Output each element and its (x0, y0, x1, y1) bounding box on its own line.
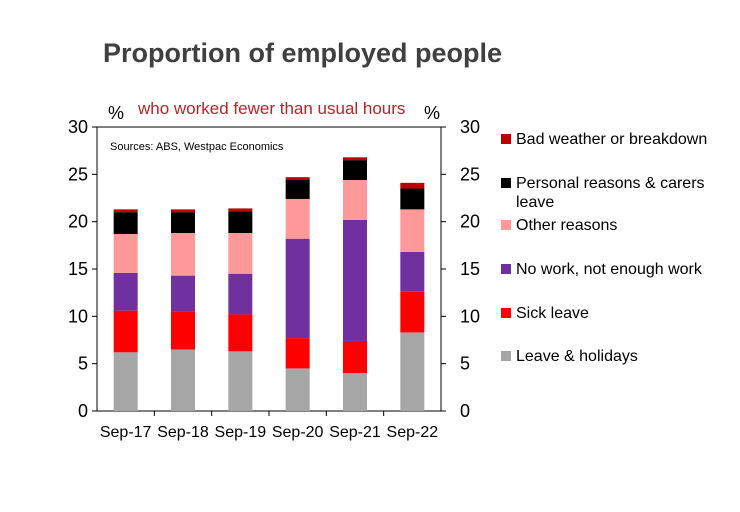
bar-segment-1-5 (171, 209, 195, 213)
bar-segment-4-0 (343, 373, 367, 411)
bar-segment-2-5 (228, 208, 253, 212)
y2-tick-label: 5 (460, 354, 470, 374)
left-axis-unit: % (108, 103, 125, 123)
x-tick-label: Sep-19 (215, 424, 267, 441)
bar-segment-5-5 (400, 182, 425, 189)
x-tick-label: Sep-17 (100, 424, 152, 441)
bar-segment-3-1 (285, 338, 310, 369)
bar-segment-3-5 (285, 177, 310, 181)
x-tick-label: Sep-20 (272, 424, 324, 441)
y-tick-label: 5 (78, 354, 88, 374)
legend-swatch (501, 134, 511, 144)
legend-swatch (501, 220, 511, 230)
y2-tick-label: 15 (460, 259, 480, 279)
bar-segment-0-1 (113, 310, 138, 353)
bar-segment-2-4 (228, 211, 253, 234)
bar-segment-5-0 (400, 332, 425, 411)
bar-segment-4-5 (343, 157, 367, 161)
bar-segment-2-3 (228, 233, 253, 274)
bar-segment-5-4 (400, 188, 425, 210)
bar-segment-4-2 (343, 219, 367, 341)
y-tick-label: 30 (68, 117, 88, 137)
chart-legend: Bad weather or breakdown Personal reasons… (498, 0, 738, 512)
bar-segment-0-2 (113, 272, 138, 311)
bar-segment-1-1 (171, 311, 195, 350)
bar-segment-0-5 (113, 209, 138, 213)
legend-swatch (501, 264, 511, 274)
bar-segment-5-2 (400, 251, 425, 292)
bar-segment-1-4 (171, 212, 195, 234)
bar-segment-5-3 (400, 209, 425, 252)
bar-segment-3-2 (285, 238, 310, 339)
bar-segment-2-2 (228, 273, 253, 315)
bar-segment-1-2 (171, 275, 195, 312)
x-tick-label: Sep-18 (157, 424, 209, 441)
y-tick-label: 25 (68, 164, 88, 184)
legend-swatch (501, 178, 511, 188)
bar-segment-4-4 (343, 160, 367, 181)
y2-tick-label: 30 (460, 117, 480, 137)
bar-segment-5-1 (400, 291, 425, 333)
y-tick-label: 15 (68, 259, 88, 279)
legend-swatch (501, 308, 511, 318)
legend-label: Bad weather or breakdown (516, 131, 708, 148)
bar-segment-2-0 (228, 351, 253, 411)
legend-label: Other reasons (516, 217, 618, 234)
bar-segment-4-3 (343, 180, 367, 220)
bar-segment-0-4 (113, 212, 138, 234)
legend-label: Sick leave (516, 305, 589, 322)
plot-frame (96, 126, 442, 412)
legend-swatch (501, 351, 511, 361)
bar-segment-1-0 (171, 349, 195, 411)
bar-segment-0-0 (113, 352, 138, 411)
y-tick-label: 0 (78, 401, 88, 421)
y2-tick-label: 20 (460, 212, 480, 232)
bar-segment-2-1 (228, 314, 253, 352)
bar-segment-1-3 (171, 233, 195, 276)
bar-segment-3-0 (285, 368, 310, 411)
y2-tick-label: 10 (460, 306, 480, 326)
chart-subtitle: who worked fewer than usual hours (138, 99, 406, 118)
bar-segment-3-4 (285, 180, 310, 199)
right-axis-unit: % (424, 103, 441, 123)
x-tick-label: Sep-22 (387, 424, 439, 441)
y2-tick-label: 25 (460, 164, 480, 184)
stacked-bar-chart: 0 0 5 5 10 10 15 15 20 20 25 25 30 30 Sep-17 Sep-18 Sep-… (68, 117, 480, 441)
y-tick-label: 20 (68, 212, 88, 232)
legend-label: Personal reasons & carers leave (516, 175, 705, 211)
bar-segment-4-1 (343, 340, 367, 374)
chart-title: Proportion of employed people (103, 38, 503, 68)
legend-label: No work, not enough work (516, 261, 702, 278)
bar-segment-0-3 (113, 233, 138, 273)
bar-segment-3-3 (285, 198, 310, 239)
legend-label: Leave & holidays (516, 348, 638, 365)
x-tick-label: Sep-21 (329, 424, 381, 441)
source-note: Sources: ABS, Westpac Economics (110, 141, 284, 153)
y2-tick-label: 0 (460, 401, 470, 421)
y-tick-label: 10 (68, 306, 88, 326)
